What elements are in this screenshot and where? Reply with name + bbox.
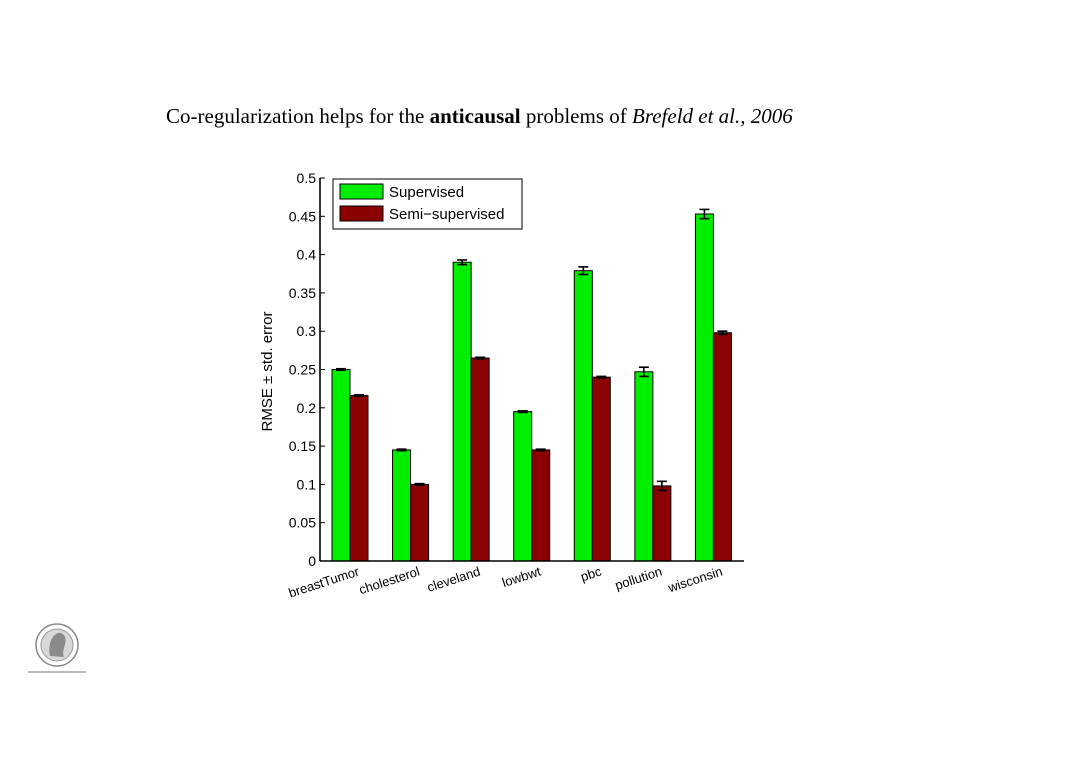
title-middle: problems of [520,104,632,128]
x-tick-label: breastTumor [287,563,362,600]
slide-title: Co-regularization helps for the anticaus… [166,104,793,129]
legend-swatch [339,183,384,200]
y-tick-label: 0.25 [289,362,316,378]
y-tick-label: 0 [308,553,316,569]
y-tick-label: 0.3 [297,323,317,339]
bar-semi-supervised-cleveland [470,357,490,562]
legend-label: Semi−supervised [389,206,504,223]
x-tick-label: wisconsin [665,564,724,596]
bar-supervised-lowbwt [513,411,533,562]
y-axis-label: RMSE ± std. error [259,312,276,432]
title-prefix: Co-regularization helps for the [166,104,430,128]
y-tick-label: 0.5 [297,170,317,186]
bar-supervised-pollution [634,371,654,562]
y-tick-label: 0.4 [297,247,317,263]
x-tick-label: lowbwt [500,563,543,590]
title-bold-word: anticausal [429,104,521,128]
bar-supervised-breastTumor [331,369,351,562]
bar-semi-supervised-wisconsin [712,332,732,562]
y-tick-label: 0.2 [297,400,317,416]
bar-supervised-cholesterol [392,449,412,562]
x-tick-label: pollution [613,564,664,593]
bar-semi-supervised-lowbwt [531,449,551,562]
bar-semi-supervised-pollution [652,485,672,562]
x-tick-label: cholesterol [357,564,422,598]
bar-supervised-wisconsin [694,213,714,562]
bar-supervised-cleveland [452,261,472,562]
bar-semi-supervised-breastTumor [349,395,369,562]
x-tick-label: pbc [579,563,604,584]
legend-swatch [339,205,384,222]
y-tick-label: 0.45 [289,208,316,224]
bar-semi-supervised-cholesterol [410,483,430,562]
x-tick-label: cleveland [425,564,482,595]
bar-semi-supervised-pbc [591,376,611,562]
y-tick-label: 0.15 [289,438,316,454]
y-tick-label: 0.1 [297,476,317,492]
legend-label: Supervised [389,184,464,201]
institute-logo [28,623,86,673]
bar-supervised-pbc [573,270,593,562]
y-tick-label: 0.05 [289,515,316,531]
y-tick-label: 0.35 [289,285,316,301]
title-citation: Brefeld et al., 2006 [632,104,793,128]
